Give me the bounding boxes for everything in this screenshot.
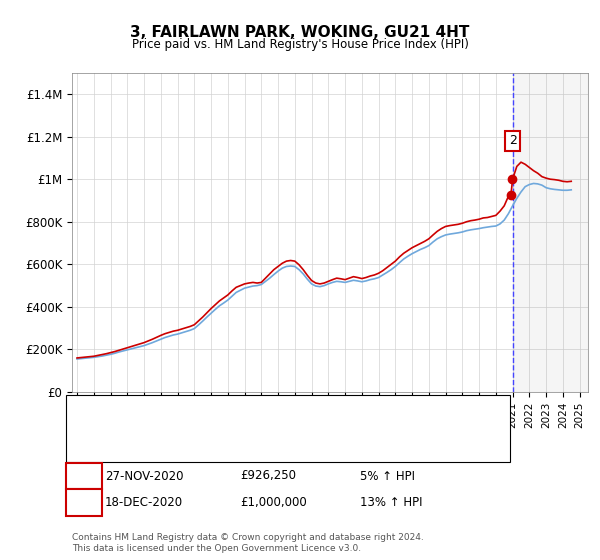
Text: 3, FAIRLAWN PARK, WOKING, GU21 4HT (detached house): 3, FAIRLAWN PARK, WOKING, GU21 4HT (deta… — [115, 411, 416, 421]
Text: 13% ↑ HPI: 13% ↑ HPI — [360, 496, 422, 510]
Text: £926,250: £926,250 — [240, 469, 296, 483]
Text: 1: 1 — [80, 469, 88, 483]
Text: 18-DEC-2020: 18-DEC-2020 — [105, 496, 183, 510]
Text: £1,000,000: £1,000,000 — [240, 496, 307, 510]
Text: 3, FAIRLAWN PARK, WOKING, GU21 4HT: 3, FAIRLAWN PARK, WOKING, GU21 4HT — [130, 25, 470, 40]
Text: 5% ↑ HPI: 5% ↑ HPI — [360, 469, 415, 483]
Text: Contains HM Land Registry data © Crown copyright and database right 2024.
This d: Contains HM Land Registry data © Crown c… — [72, 533, 424, 553]
Text: 2: 2 — [80, 496, 88, 510]
Text: 27-NOV-2020: 27-NOV-2020 — [105, 469, 184, 483]
Text: Price paid vs. HM Land Registry's House Price Index (HPI): Price paid vs. HM Land Registry's House … — [131, 38, 469, 51]
Bar — [512, 73, 588, 392]
Text: HPI: Average price, detached house, Woking: HPI: Average price, detached house, Woki… — [115, 436, 346, 446]
Text: 2: 2 — [509, 134, 517, 147]
